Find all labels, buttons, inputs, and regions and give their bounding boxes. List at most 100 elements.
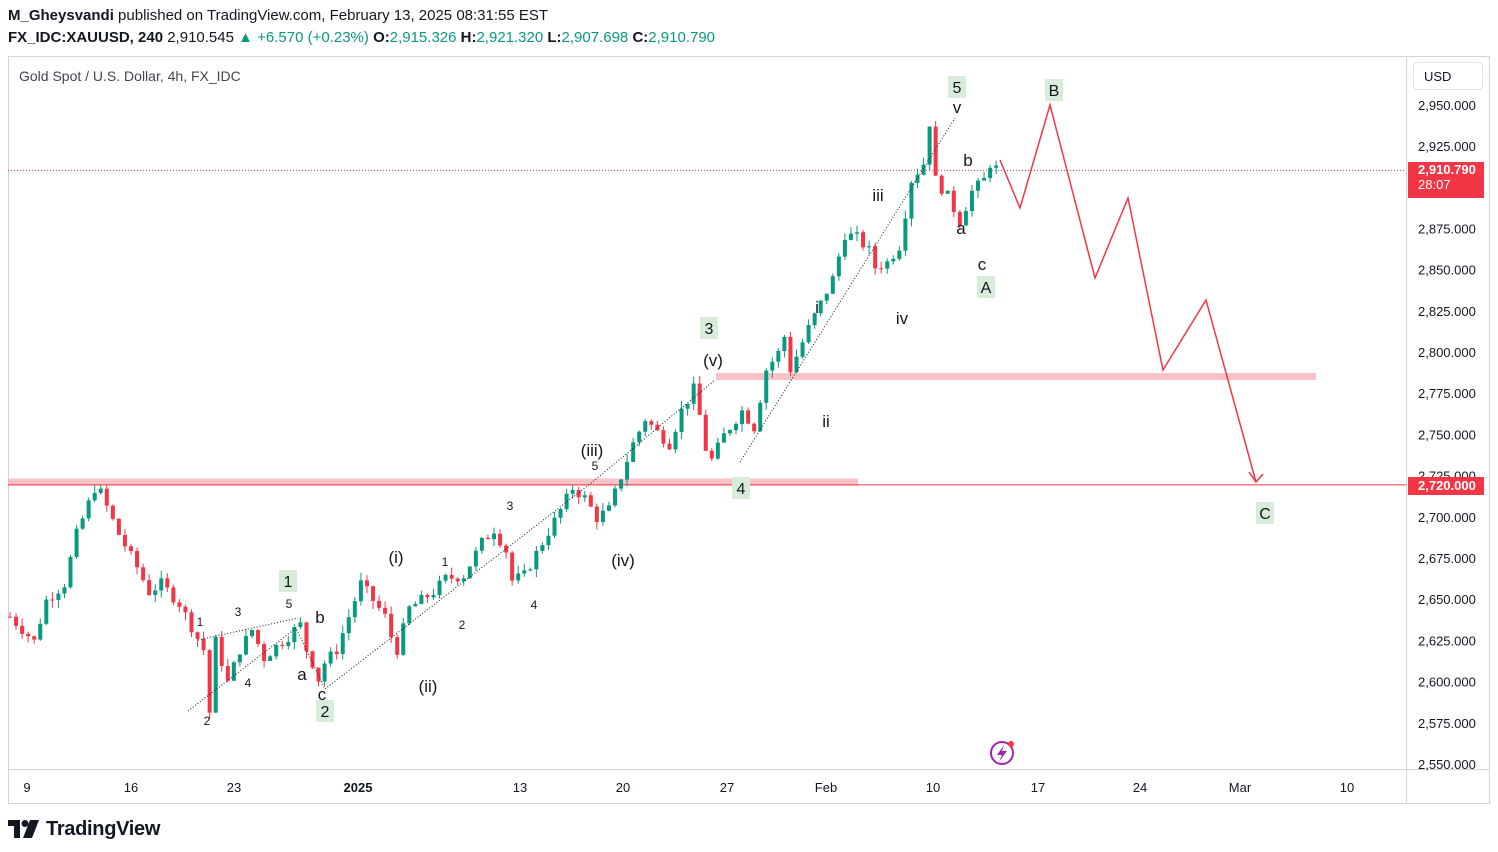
ohlc-line: FX_IDC:XAUUSD, 240 2,910.545 ▲ +6.570 (+…: [8, 29, 715, 46]
candle-body: [891, 258, 896, 262]
candle-body: [861, 232, 866, 248]
candle-body: [141, 567, 146, 581]
candle-body: [558, 509, 563, 518]
y-tick-label: 2,625.000: [1418, 633, 1476, 648]
wave-label-small: 3: [235, 605, 242, 619]
price-change: ▲ +6.570 (+0.23%): [238, 29, 369, 46]
candle-body: [752, 423, 757, 432]
candle-body: [492, 533, 496, 540]
candle-body: [165, 578, 170, 588]
tradingview-logo[interactable]: TradingView: [8, 816, 160, 842]
candle-body: [655, 424, 660, 431]
lightning-icon: [990, 741, 1014, 765]
candle-body: [691, 383, 696, 404]
candle-body: [619, 479, 624, 489]
wave-label-box: [732, 477, 750, 499]
y-tick-label: 2,925.000: [1418, 139, 1476, 154]
symbol-label[interactable]: FX_IDC:XAUUSD, 240: [8, 29, 164, 46]
x-tick-label: 2025: [344, 780, 373, 795]
wave-label-box: [700, 317, 718, 339]
candle-body: [625, 461, 630, 480]
candle-body: [437, 580, 442, 596]
candle-body: [352, 601, 357, 618]
candle-body: [643, 421, 648, 432]
candle-body: [401, 623, 406, 655]
candle-body: [939, 175, 944, 194]
candle-body: [969, 190, 974, 212]
candle-body: [298, 622, 303, 628]
wave-label-boxed: 1: [284, 574, 293, 591]
candle-body: [746, 410, 751, 424]
y-tick-label: 2,750.000: [1418, 427, 1476, 442]
candle-body: [443, 574, 448, 581]
candle-body: [540, 545, 545, 551]
wave-label-small: 2: [459, 618, 466, 632]
candle-body: [885, 261, 890, 269]
y-tick-label: 2,600.000: [1418, 675, 1476, 690]
candle-body: [26, 633, 31, 637]
wave-label: (iii): [581, 441, 604, 460]
candle-body: [594, 506, 599, 522]
candle-body: [510, 552, 515, 581]
candle-body: [14, 616, 19, 626]
author-name[interactable]: M_Gheysvandi: [8, 7, 114, 24]
candle-body: [734, 424, 738, 431]
candle-body: [395, 637, 400, 655]
candle-body: [976, 180, 980, 191]
y-tick-label: 2,950.000: [1418, 98, 1476, 113]
candle-body: [661, 430, 666, 444]
wave-label: i: [815, 298, 819, 317]
candle-body: [867, 246, 872, 248]
candle-body: [195, 632, 200, 639]
wave-label: (ii): [419, 677, 438, 696]
wave-label-small: 4: [245, 676, 252, 690]
candle-body: [709, 450, 714, 459]
candle-body: [516, 573, 521, 581]
candle-body: [177, 602, 182, 607]
candle-body: [371, 586, 375, 601]
notification-dot-icon: [1008, 741, 1014, 747]
candle-body: [38, 623, 43, 640]
candle-body: [800, 342, 805, 357]
currency-selector[interactable]: USD: [1413, 62, 1483, 90]
candle-body: [310, 651, 315, 668]
candle-body: [316, 667, 321, 682]
chart-frame: [8, 56, 1490, 804]
candle-body: [945, 190, 950, 194]
candle-body: [879, 268, 884, 270]
candle-body: [915, 174, 920, 183]
candle-body: [758, 402, 763, 432]
candle-body: [153, 590, 158, 595]
x-tick-label: 27: [720, 780, 734, 795]
candle-body: [806, 325, 811, 343]
candle-body: [292, 627, 297, 643]
open-value: 2,915.326: [389, 29, 457, 46]
candle-body: [552, 517, 557, 536]
candle-body: [377, 600, 382, 608]
candle-body: [812, 313, 817, 326]
candle-body: [201, 638, 206, 651]
candle-body: [498, 533, 503, 546]
wave-line-diagonal-1: [187, 627, 326, 712]
last-price-value: 2,910.790: [1418, 162, 1476, 177]
candle-body: [274, 644, 279, 657]
x-tick-label: 9: [23, 780, 30, 795]
candle-body: [104, 488, 109, 506]
candle-body: [322, 663, 327, 682]
wave-line-diagonal-2: [197, 617, 299, 641]
x-tick-label: Feb: [815, 780, 837, 795]
candle-body: [957, 211, 962, 226]
candle-body: [74, 528, 79, 558]
x-tick-label: Mar: [1229, 780, 1252, 795]
high-label: H:: [460, 29, 477, 46]
candle-body: [413, 604, 418, 607]
candle-body: [62, 587, 67, 594]
y-tick-label: 2,700.000: [1418, 510, 1476, 525]
candle-body: [667, 443, 672, 450]
candle-body: [534, 550, 539, 570]
wave-label-small: 5: [286, 597, 293, 611]
tradingview-logo-icon: [8, 820, 39, 838]
candle-body: [606, 505, 611, 511]
wave-label-small: 2: [204, 714, 211, 728]
